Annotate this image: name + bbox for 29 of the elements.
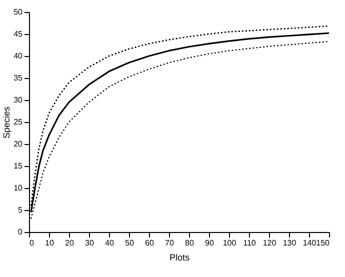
x-tick-label: 10 [45, 238, 54, 248]
y-tick-label: 15 [14, 162, 24, 170]
y-tick-label: 50 [14, 8, 24, 16]
x-tick-label: 60 [145, 238, 154, 248]
x-tick-label: 30 [85, 238, 94, 248]
x-tick-label: 70 [165, 238, 174, 248]
x-tick-label: 110 [243, 238, 256, 248]
x-tick-label: 40 [105, 238, 114, 248]
x-tick-label: 20 [65, 238, 74, 248]
y-axis-title: Species [2, 106, 12, 139]
x-tick-label: 130 [282, 238, 297, 248]
y-tick-label: 45 [14, 30, 24, 38]
y-tick-label: 0 [18, 228, 24, 236]
x-tick-label: 140 [302, 238, 317, 248]
x-axis-title: Plots [169, 252, 190, 262]
y-tick-label: 20 [14, 140, 24, 148]
x-tick-label: 80 [185, 238, 194, 248]
x-tick-label: 50 [125, 238, 134, 248]
x-tick-label: 150 [316, 238, 330, 248]
y-tick-label: 5 [18, 206, 24, 214]
x-tick-label: 100 [222, 238, 237, 248]
y-tick-label: 35 [14, 74, 24, 82]
x-tick-label: 90 [205, 238, 214, 248]
y-tick-label: 10 [14, 184, 24, 192]
x-tick-label: 0 [30, 238, 34, 248]
y-tick-label: 40 [14, 52, 24, 60]
x-tick-label: 120 [262, 238, 277, 248]
y-tick-label: 25 [14, 118, 24, 126]
y-tick-label: 30 [14, 96, 24, 104]
